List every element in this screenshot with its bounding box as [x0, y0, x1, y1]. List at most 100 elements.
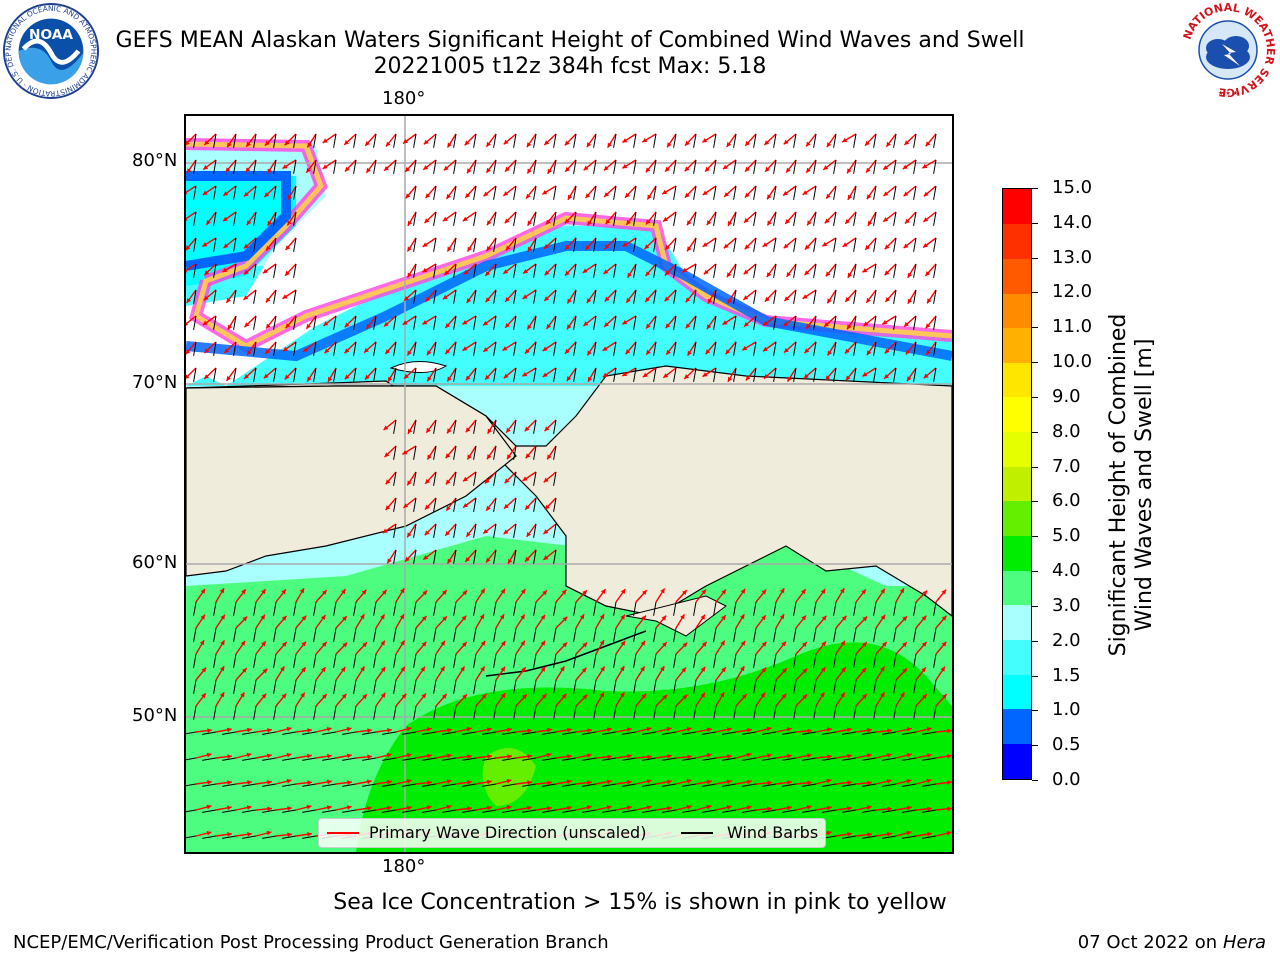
wave-direction-arrowhead [746, 805, 752, 810]
wind-barb [653, 601, 657, 616]
wave-direction-arrowhead [447, 376, 452, 382]
wind-barb [513, 627, 517, 642]
wind-barb [833, 341, 837, 356]
wind-barb [453, 601, 457, 616]
wind-barb [253, 159, 257, 174]
wave-direction-arrowhead [222, 267, 228, 273]
wave-direction-arrowhead [505, 323, 510, 328]
wave-direction-arrowhead [724, 192, 729, 197]
wave-direction-arrowhead [787, 376, 792, 382]
wind-barb [222, 757, 237, 761]
wind-barb [402, 809, 417, 813]
wind-barb [633, 237, 637, 252]
wind-barb [413, 237, 417, 252]
wave-direction-arrowhead [622, 371, 628, 376]
colorbar-segment [1003, 500, 1031, 537]
colorbar-title-line2: Wind Waves and Swell [m] [1132, 338, 1157, 632]
wave-direction-arrowhead [527, 168, 532, 174]
wave-direction-arrowhead [300, 692, 305, 698]
wind-barb [833, 185, 837, 200]
wave-direction-arrowhead [744, 244, 750, 250]
wave-direction-arrowhead [247, 727, 252, 733]
wind-barb [493, 341, 497, 356]
wind-barb [893, 367, 897, 382]
wind-barb [373, 315, 377, 330]
wind-barb [302, 809, 317, 813]
wave-direction-arrowhead [462, 694, 467, 700]
wind-barb [293, 679, 297, 694]
wind-barb [373, 653, 377, 668]
wind-barb [353, 133, 357, 148]
wind-barb [433, 627, 437, 642]
wave-direction-arrowhead [582, 590, 587, 596]
wind-barb [482, 757, 497, 761]
wind-barb [522, 731, 537, 735]
noaa-logo: NATIONAL OCEANIC AND ATMOSPHERIC ADMINIS… [2, 2, 100, 100]
wind-barb [533, 341, 537, 356]
wind-barb [702, 783, 717, 787]
wind-barb [593, 705, 597, 720]
wind-barb [222, 731, 237, 735]
wind-barb [453, 445, 457, 460]
sea-ice-region [186, 116, 952, 386]
wave-direction-arrowhead [700, 614, 705, 620]
wind-barb [353, 705, 357, 720]
wave-direction-arrowhead [701, 589, 706, 595]
wind-barb [793, 159, 797, 174]
wind-barb [773, 341, 777, 356]
wave-direction-arrowhead [706, 753, 712, 758]
wind-barb [933, 367, 937, 382]
wave-direction-arrowhead [642, 590, 647, 595]
wave-direction-arrowhead [186, 245, 191, 251]
wind-barb [773, 185, 777, 200]
wind-barb [322, 783, 337, 787]
wind-barb [613, 705, 617, 720]
wave-direction-arrowhead [826, 193, 831, 199]
wave-direction-arrowhead [487, 454, 492, 460]
wave-direction-arrowhead [922, 590, 928, 596]
colorbar-tick-label: 0.0 [1052, 769, 1081, 790]
lon-label-bottom: 180° [382, 856, 426, 877]
wave-direction-arrowhead [366, 167, 371, 173]
wave-direction-arrowhead [667, 754, 672, 759]
wave-direction-arrowhead [903, 191, 909, 197]
wave-direction-arrowhead [883, 217, 889, 222]
wave-direction-arrowhead [807, 728, 812, 734]
wind-barb [733, 653, 737, 668]
colorbar-tick [1032, 362, 1038, 364]
colorbar-tick [1032, 327, 1038, 329]
wave-direction-arrowhead [281, 693, 287, 699]
wind-barb [333, 705, 337, 720]
wind-barb [533, 445, 537, 460]
wind-barb [453, 419, 457, 434]
wave-direction-arrowhead [606, 727, 612, 732]
wind-barb [313, 159, 317, 174]
wind-barb [833, 627, 837, 642]
wind-barb [873, 601, 877, 616]
wave-direction-arrowhead [784, 296, 790, 301]
wave-direction-arrowhead [682, 642, 688, 648]
wind-barb [613, 315, 617, 330]
wave-direction-arrowhead [941, 589, 947, 595]
wave-direction-arrowhead [745, 140, 750, 146]
wind-barb [653, 679, 657, 694]
wind-barb [393, 445, 397, 460]
wave-direction-arrowhead [466, 298, 472, 303]
wave-direction-arrowhead [303, 347, 309, 352]
wave-direction-arrowhead [645, 167, 651, 173]
wave-direction-arrowhead [526, 142, 532, 148]
wave-direction-arrowhead [423, 555, 429, 560]
wave-direction-arrowhead [204, 348, 210, 353]
colorbar-tick-label: 6.0 [1052, 490, 1081, 512]
wave-direction-arrowhead [662, 189, 668, 195]
wave-direction-arrowhead [866, 753, 872, 758]
wave-direction-arrowhead [947, 806, 952, 812]
wind-barb [542, 731, 557, 735]
wave-direction-arrowhead [826, 778, 832, 784]
wind-barb [873, 627, 877, 642]
wave-direction-arrowhead [587, 780, 592, 785]
wind-barb [313, 653, 317, 668]
wind-barb [433, 159, 437, 174]
wind-barb [653, 705, 657, 720]
wind-barb [842, 783, 857, 787]
